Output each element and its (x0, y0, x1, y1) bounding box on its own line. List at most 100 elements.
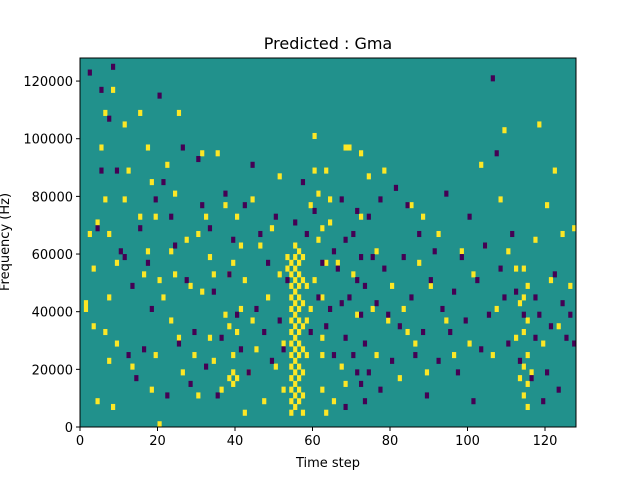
heatmap-cell-low (281, 346, 286, 353)
heatmap-cell-high (235, 328, 240, 336)
heatmap-cell-high (428, 282, 433, 289)
heatmap-cell-high (297, 398, 302, 405)
heatmap-cell-high (521, 294, 526, 301)
y-tick-label: 60000 (32, 248, 73, 263)
heatmap-cell-high (289, 375, 294, 382)
heatmap-cell-high (165, 161, 170, 168)
heatmap-cell-low (242, 202, 247, 209)
heatmap-cell-high (149, 179, 154, 186)
heatmap-cell-high (293, 380, 298, 387)
heatmap-cell-low (320, 259, 325, 266)
heatmap-cell-high (517, 375, 523, 382)
heatmap-cell-low (409, 294, 414, 301)
heatmap-cell-high (281, 340, 286, 347)
heatmap-cell-high (328, 196, 333, 203)
heatmap-cell-high (293, 334, 298, 341)
heatmap-cell-low (258, 230, 263, 238)
heatmap-cell-high (242, 409, 247, 416)
heatmap-cell-low (490, 75, 495, 82)
heatmap-cell-high (103, 328, 108, 336)
heatmap-cell-low (568, 311, 573, 318)
heatmap-cell-high (227, 375, 232, 382)
heatmap-cell-low (176, 340, 182, 347)
heatmap-cell-high (324, 409, 329, 416)
heatmap-cell-high (514, 265, 519, 272)
heatmap-cell-high (297, 375, 302, 382)
heatmap-cell-low (339, 196, 344, 203)
heatmap-cell-high (521, 265, 526, 272)
heatmap-cell-low (114, 167, 120, 174)
heatmap-cell-low (161, 179, 166, 186)
x-tick-label: 100 (455, 434, 480, 449)
heatmap-cell-low (153, 196, 158, 203)
heatmap-cell-high (242, 277, 247, 284)
heatmap-cell-high (269, 225, 275, 232)
heatmap-cell-low (219, 334, 224, 341)
heatmap-cell-high (297, 248, 302, 255)
heatmap-cell-high (366, 173, 371, 180)
heatmap-cell-high (316, 236, 321, 243)
heatmap-cell-high (293, 357, 298, 364)
heatmap-cell-high (207, 254, 213, 261)
heatmap-cell-high (320, 352, 325, 359)
heatmap-cell-low (211, 288, 216, 295)
heatmap-cell-high (297, 317, 302, 324)
heatmap-cell-low (541, 398, 546, 405)
heatmap-cell-low (362, 340, 368, 347)
heatmap-cell-high (521, 328, 526, 336)
y-tick-label: 0 (65, 421, 73, 436)
heatmap-cell-high (347, 144, 352, 151)
heatmap-cell-high (490, 352, 495, 359)
heatmap-cell-low (378, 196, 383, 203)
heatmap-cell-high (223, 311, 228, 318)
heatmap-cell-low (343, 236, 348, 243)
heatmap-cell-high (126, 167, 131, 174)
heatmap-cell-high (471, 271, 476, 278)
heatmap-cell-high (107, 294, 112, 301)
heatmap-cell-high (300, 323, 306, 330)
heatmap-cell-low (463, 317, 468, 324)
heatmap-cell-high (231, 352, 236, 359)
heatmap-cell-low (269, 357, 275, 364)
x-tick-label: 120 (533, 434, 558, 449)
heatmap-cell-low (254, 305, 259, 312)
heatmap-cell-high (161, 294, 166, 301)
heatmap-cell-high (293, 288, 298, 295)
heatmap-cell-low (506, 340, 511, 347)
y-tick-label: 80000 (32, 190, 73, 205)
heatmap-cell-high (390, 282, 395, 289)
heatmap-cell-high (91, 323, 96, 330)
heatmap-cell-high (300, 254, 306, 261)
heatmap-cell-high (297, 328, 302, 336)
heatmap-cell-high (153, 213, 158, 220)
heatmap-cell-high (304, 352, 309, 359)
heatmap-cell-high (293, 311, 298, 318)
heatmap-cell-low (359, 254, 364, 261)
heatmap-cell-high (277, 173, 282, 180)
heatmap-cell-high (289, 409, 294, 416)
heatmap-cell-high (320, 294, 325, 301)
heatmap-cell-high (293, 323, 298, 330)
heatmap-cell-high (285, 265, 290, 272)
heatmap-cell-high (320, 225, 325, 232)
heatmap-cell-high (525, 352, 530, 359)
heatmap-cell-low (355, 277, 360, 284)
heatmap-cell-high (320, 334, 325, 341)
heatmap-cell-high (173, 271, 178, 278)
heatmap-cell-low (486, 311, 492, 318)
heatmap-cell-high (192, 352, 197, 359)
heatmap-cell-high (200, 150, 205, 157)
heatmap-cell-high (293, 403, 298, 411)
x-tick-label: 20 (149, 434, 166, 449)
heatmap-cell-high (262, 398, 267, 405)
heatmap-cell-low (304, 230, 309, 238)
heatmap-cell-low (138, 225, 143, 232)
heatmap-cell-low (455, 369, 461, 376)
x-tick-label: 0 (76, 434, 84, 449)
heatmap-cell-high (297, 340, 302, 347)
heatmap-cell-high (83, 300, 89, 307)
heatmap-cell-high (87, 230, 92, 238)
heatmap-cell-high (289, 282, 294, 289)
heatmap-cell-low (475, 277, 480, 284)
heatmap-cell-high (308, 305, 313, 312)
